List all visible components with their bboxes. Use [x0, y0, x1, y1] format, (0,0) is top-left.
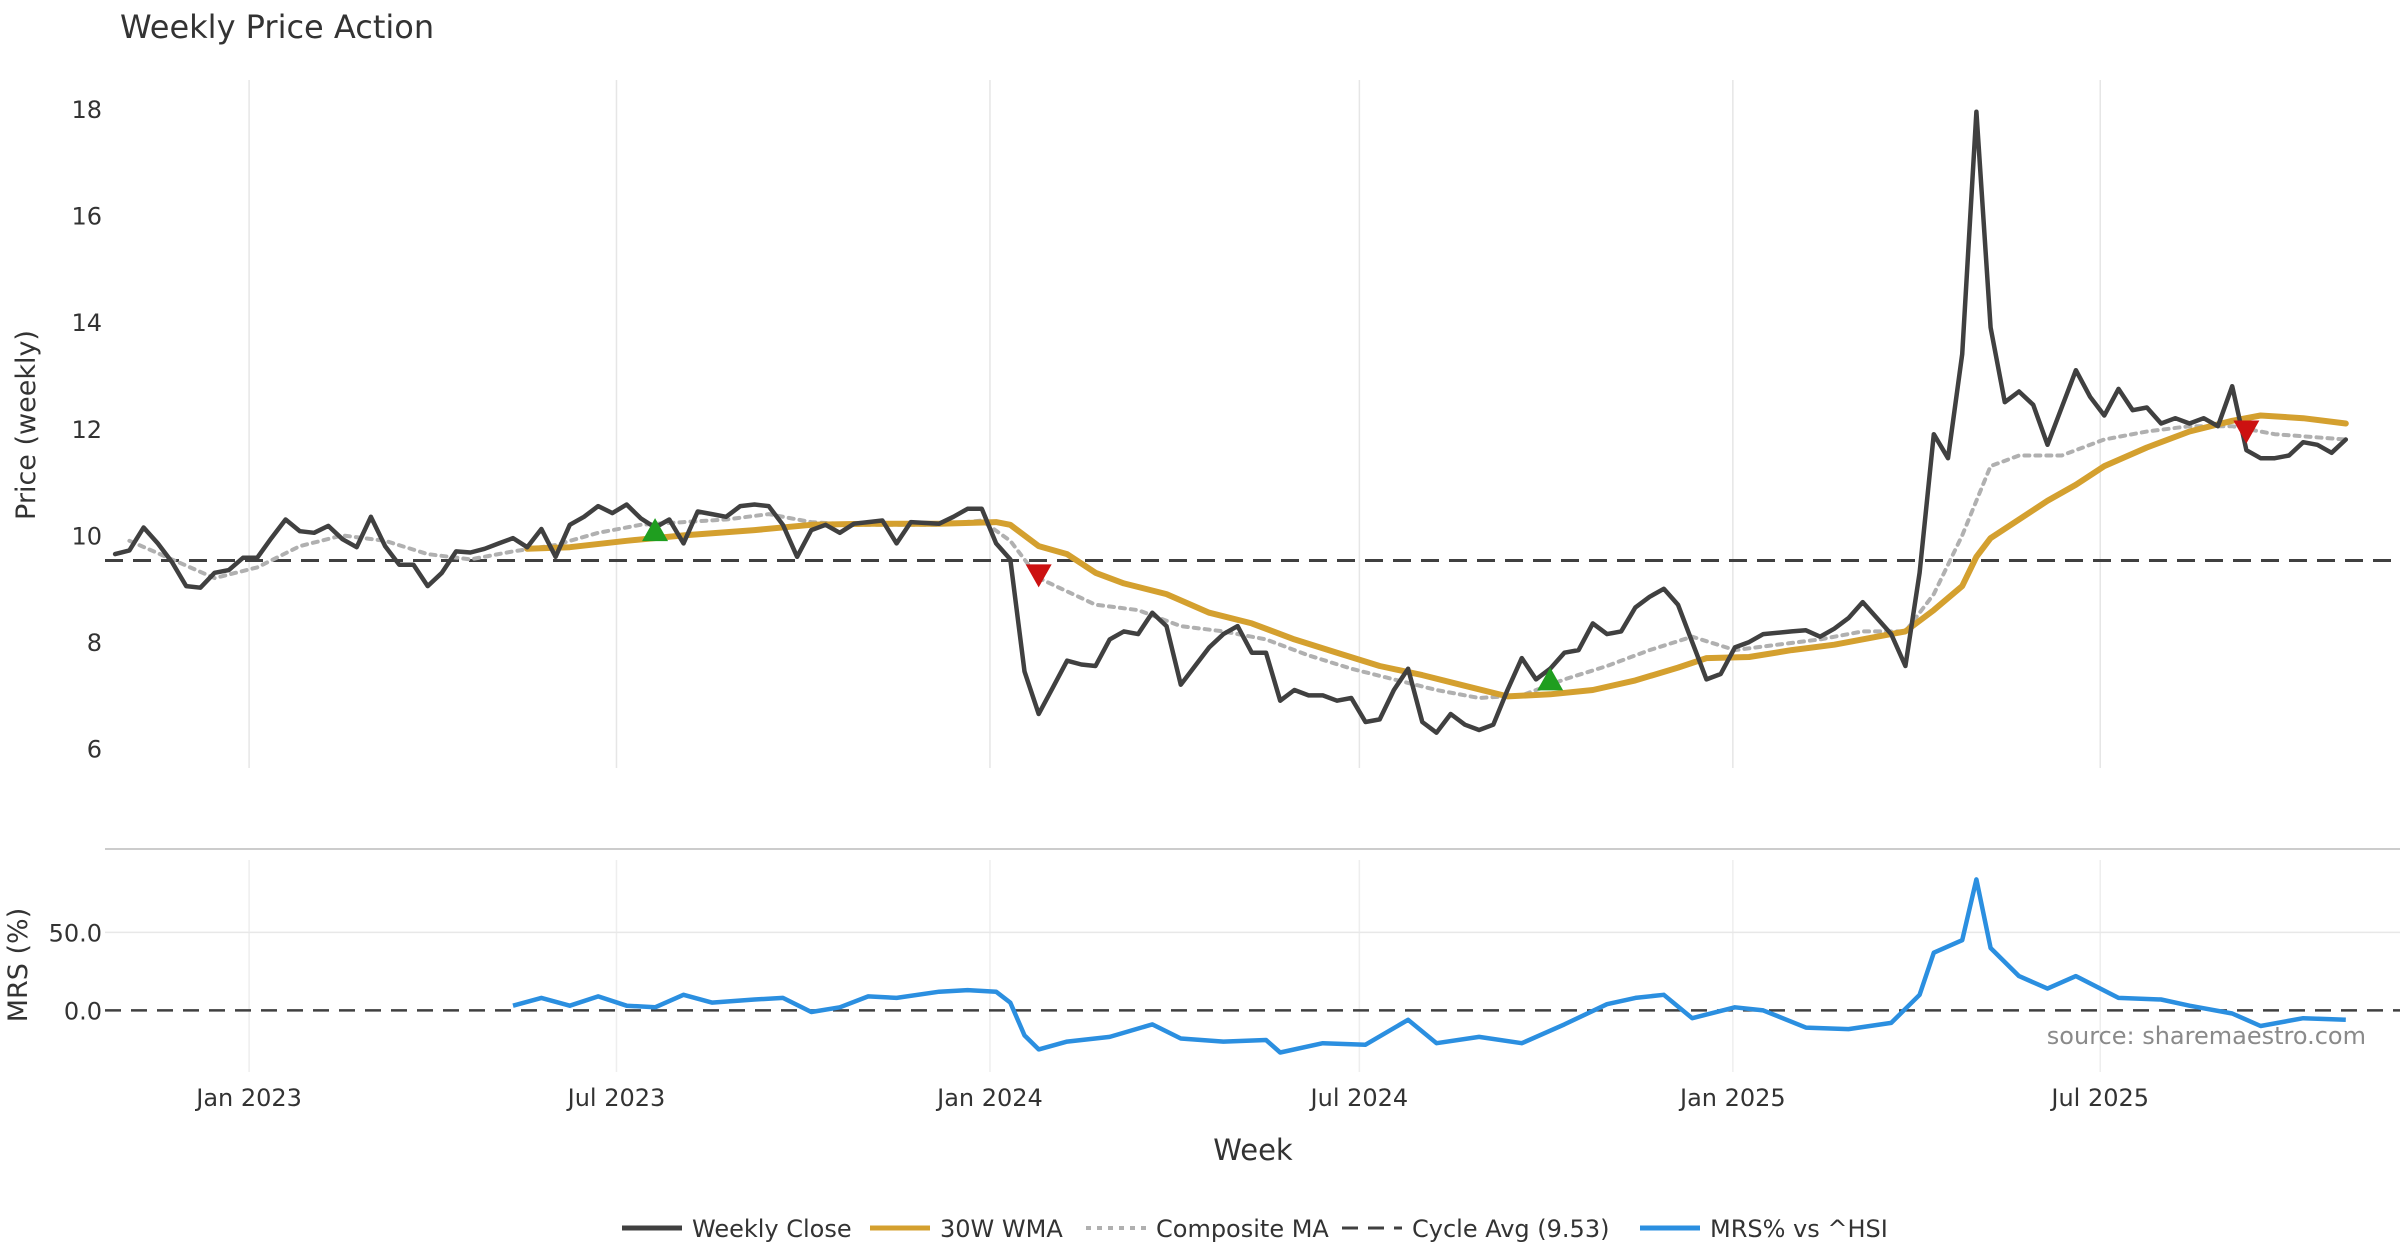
- sell-signal-marker: [1025, 564, 1052, 588]
- legend-label: Composite MA: [1156, 1215, 1329, 1243]
- legend: Weekly Close 30W WMA Composite MA Cycle Avg…: [622, 1215, 1888, 1243]
- x-axis-ticks: Jan 2023 Jul 2023 Jan 2024 Jul 2024 Jan 2025…: [194, 1084, 2149, 1112]
- x-tick-label: Jul 2023: [566, 1084, 666, 1112]
- series-30w-wma: [524, 412, 2349, 700]
- x-tick-label: Jul 2024: [1309, 1084, 1409, 1112]
- x-axis-label: Week: [1213, 1133, 1293, 1167]
- price-y-axis-label: Price (weekly): [11, 330, 42, 520]
- price-y-tick-label: 6: [87, 736, 102, 764]
- price-y-tick-label: 18: [71, 96, 102, 124]
- legend-label: Cycle Avg (9.53): [1412, 1215, 1609, 1243]
- mrs-panel: 0.0 50.0 MRS (%) source: sharemaestro.com: [3, 860, 2400, 1072]
- legend-label: Weekly Close: [692, 1215, 852, 1243]
- chart-title: Weekly Price Action: [120, 8, 434, 46]
- x-tick-label: Jul 2025: [2049, 1084, 2149, 1112]
- price-y-tick-label: 8: [87, 629, 102, 657]
- series-weekly-close: [112, 109, 2349, 735]
- price-panel: 6 8 10 12 14 16 18 Price (weekly): [11, 80, 2400, 768]
- mrs-y-ticks: 0.0 50.0: [49, 919, 102, 1025]
- price-series-lines: [112, 109, 2349, 735]
- buy-signal-marker: [642, 518, 669, 542]
- x-tick-label: Jan 2025: [1678, 1084, 1786, 1112]
- price-y-tick-label: 16: [71, 203, 102, 231]
- mrs-gridlines: [105, 860, 2400, 1072]
- signal-markers: [642, 420, 2260, 691]
- x-tick-label: Jan 2023: [194, 1084, 302, 1112]
- mrs-y-axis-label: MRS (%): [3, 908, 34, 1023]
- price-y-ticks: 6 8 10 12 14 16 18: [71, 96, 102, 764]
- series-composite-ma: [127, 424, 2348, 700]
- mrs-y-tick-label: 50.0: [49, 919, 102, 947]
- legend-label: MRS% vs ^HSI: [1710, 1215, 1888, 1243]
- price-y-tick-label: 12: [71, 416, 102, 444]
- sell-signal-marker: [2233, 420, 2260, 444]
- x-tick-label: Jan 2024: [935, 1084, 1043, 1112]
- price-y-tick-label: 10: [71, 522, 102, 550]
- series-mrs-vs-hsi: [512, 877, 2346, 1055]
- mrs-y-tick-label: 0.0: [64, 997, 102, 1025]
- legend-label: 30W WMA: [940, 1215, 1063, 1243]
- price-y-tick-label: 14: [71, 309, 102, 337]
- buy-signal-marker: [1537, 667, 1564, 691]
- mrs-series-line: [512, 877, 2346, 1055]
- price-gridlines: [248, 80, 2101, 768]
- source-note: source: sharemaestro.com: [2047, 1022, 2366, 1050]
